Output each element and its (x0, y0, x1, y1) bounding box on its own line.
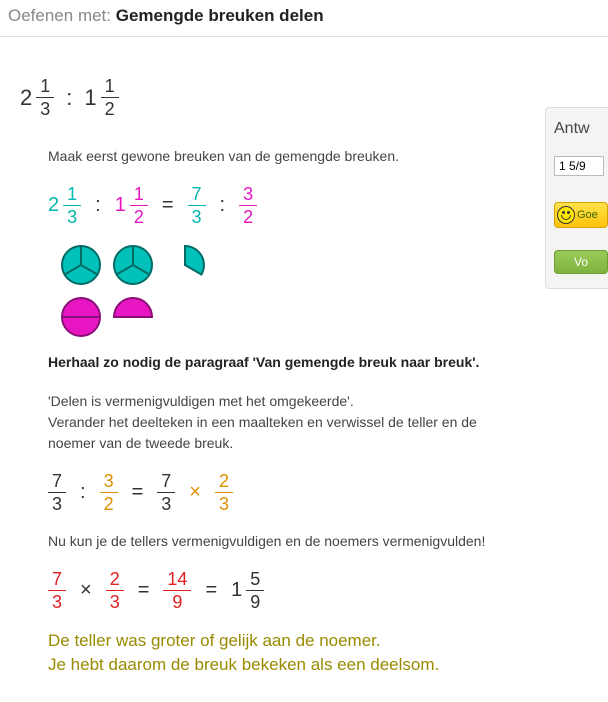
header-title: Gemengde breuken delen (116, 6, 324, 25)
page-header: Oefenen met: Gemengde breuken delen (0, 0, 608, 37)
answer-panel: Antw Goe Vo (545, 107, 608, 289)
conclusion: De teller was groter of gelijk aan de no… (48, 629, 515, 677)
lesson-content: 2 13 : 1 12 Maak eerst gewone breuken va… (0, 37, 545, 697)
circle-onethird-icon (164, 244, 206, 286)
equation-2: 73 : 32 = 73 × 23 (48, 472, 515, 513)
equation-1: 2 13 : 1 12 = 73 : 32 (48, 185, 515, 226)
divide-op: : (66, 85, 72, 111)
repeat-text: Herhaal zo nodig de paragraaf 'Van gemen… (48, 352, 515, 373)
step1-text: Maak eerst gewone breuken van de gemengd… (48, 146, 515, 167)
step2-text: 'Delen is vermenigvuldigen met het omgek… (48, 391, 515, 454)
teal-circles (60, 244, 515, 286)
smiley-icon (557, 206, 575, 224)
prob-a-whole: 2 (20, 85, 32, 111)
magenta-circles (60, 296, 515, 338)
step3-text: Nu kun je de tellers vermenigvuldigen en… (48, 531, 515, 552)
circle-thirds-icon (60, 244, 102, 286)
header-prefix: Oefenen met: (8, 6, 111, 25)
prob-b-whole: 1 (84, 85, 96, 111)
circle-half-icon (112, 296, 154, 338)
answer-title: Antw (554, 120, 608, 138)
next-button[interactable]: Vo (554, 250, 608, 274)
circle-halves-icon (60, 296, 102, 338)
circle-thirds-icon (112, 244, 154, 286)
equation-3: 73 × 23 = 149 = 1 59 (48, 570, 515, 611)
check-button[interactable]: Goe (554, 202, 608, 228)
answer-input[interactable] (554, 156, 604, 176)
problem-expression: 2 13 : 1 12 (20, 77, 515, 118)
